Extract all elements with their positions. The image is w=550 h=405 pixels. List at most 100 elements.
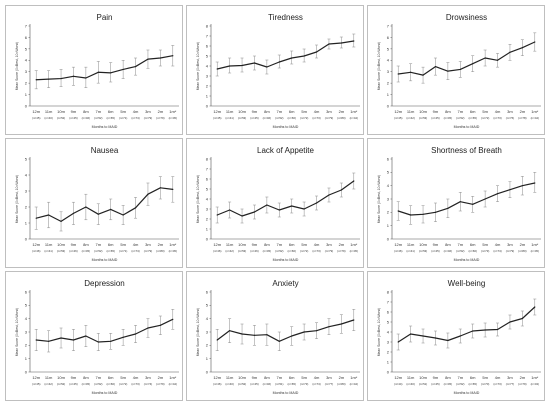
y-tick-label: 0	[206, 236, 209, 241]
data-point	[97, 341, 99, 343]
data-point	[159, 57, 161, 59]
x-tick-label: 5m	[482, 242, 488, 247]
x-tick-label: 6m	[470, 242, 476, 247]
data-point	[410, 71, 412, 73]
chart-svg: Nausea 0 1 2 3 4 5 Mean Score (0=Best, 10=Worst…	[15, 146, 179, 262]
data-point	[110, 208, 112, 210]
x-tick-label: 4m	[314, 109, 320, 114]
chart-svg: Well-being 0 1 2 3 4 5 6 7 8 Mean Score (0=Best, 1…	[377, 279, 541, 395]
data-point	[447, 70, 449, 72]
n-count-label: (n=79)	[144, 249, 152, 253]
chart-panel: Anxiety 0 1 2 3 4 5 6 Mean Score (0=Best, 10=Wor…	[186, 271, 364, 401]
x-tick-label: 11m	[226, 109, 234, 114]
x-axis-label: Months to MAID	[92, 391, 118, 395]
y-tick-label: 4	[206, 63, 209, 68]
data-point	[534, 182, 536, 184]
data-point	[278, 340, 280, 342]
x-tick-label: 12m	[213, 242, 221, 247]
n-count-label: (n=80)	[156, 249, 164, 253]
data-point	[422, 335, 424, 337]
y-tick-label: 1	[206, 356, 209, 361]
mean-line	[36, 187, 173, 223]
x-tick-label: 7m	[96, 242, 102, 247]
n-count-label: (n=44)	[169, 382, 177, 386]
chart-svg: Depression 0 1 2 3 4 5 6 Mean Score (0=Best, 10=…	[15, 279, 179, 395]
x-tick-label: 2m	[158, 109, 164, 114]
data-point	[266, 334, 268, 336]
x-tick-label: 8m	[83, 109, 89, 114]
n-count-label: (n=40)	[44, 116, 52, 120]
x-tick-label: 3m	[145, 109, 151, 114]
data-point	[509, 51, 511, 53]
data-point	[340, 42, 342, 44]
data-point	[328, 326, 330, 328]
n-count-label: (n=79)	[325, 249, 333, 253]
x-tick-label: 4m	[314, 375, 320, 380]
y-tick-label: 5	[206, 53, 209, 58]
data-point	[110, 340, 112, 342]
n-count-label: (n=51)	[419, 382, 427, 386]
n-count-label: (n=44)	[531, 116, 539, 120]
x-tick-label: 5m	[482, 109, 488, 114]
n-count-label: (n=46)	[82, 116, 90, 120]
x-axis-label: Months to MAID	[454, 125, 480, 129]
data-point	[72, 212, 75, 214]
data-point	[434, 337, 437, 339]
x-tick-label: 11m	[226, 375, 234, 380]
chart-panel: Lack of Appetite 0 1 2 3 4 5 6 7 8 Mean Score (0=B…	[186, 138, 364, 268]
chart-title: Anxiety	[272, 279, 298, 288]
n-count-label: (n=52)	[94, 116, 102, 120]
n-count-label: (n=73)	[493, 382, 501, 386]
data-point	[496, 328, 499, 331]
data-point	[291, 205, 293, 207]
data-point	[303, 208, 305, 210]
data-point	[216, 339, 218, 341]
n-count-label: (n=45)	[250, 116, 258, 120]
n-count-label: (n=66)	[287, 249, 295, 253]
mean-line	[216, 180, 355, 217]
data-point	[484, 57, 486, 59]
data-point	[134, 65, 137, 68]
y-tick-label: 4	[387, 329, 390, 334]
x-tick-label: 4m	[314, 242, 320, 247]
x-tick-label: 5m	[301, 242, 307, 247]
data-point	[303, 331, 305, 333]
x-tick-label: 5m	[482, 375, 488, 380]
n-count-label: (n=42)	[406, 116, 414, 120]
x-tick-label: 2m	[520, 109, 526, 114]
data-point	[484, 198, 486, 200]
data-point	[278, 61, 280, 63]
x-tick-label: 6m	[289, 109, 295, 114]
y-tick-label: 4	[206, 316, 209, 321]
x-tick-label: 9m	[433, 109, 439, 114]
y-tick-label: 1	[387, 359, 390, 364]
y-tick-label: 3	[206, 73, 209, 78]
data-point	[521, 47, 523, 49]
data-point	[496, 59, 499, 61]
n-count-label: (n=52)	[57, 382, 65, 386]
data-point	[328, 194, 330, 196]
n-count-label: (n=46)	[444, 249, 452, 253]
data-point	[278, 209, 280, 211]
n-count-label: (n=78)	[518, 116, 526, 120]
y-tick-label: 1	[25, 92, 28, 97]
data-point	[122, 336, 124, 338]
n-count-label: (n=72)	[300, 116, 308, 120]
mean-line	[216, 319, 354, 342]
chart-title: Pain	[96, 13, 112, 22]
x-axis-label: Months to MAID	[454, 258, 480, 262]
data-point	[472, 330, 474, 332]
n-count-label: (n=52)	[275, 116, 283, 120]
data-point	[397, 341, 399, 343]
n-count-label: (n=44)	[350, 116, 358, 120]
n-count-label: (n=70)	[481, 382, 489, 386]
y-tick-label: 8	[206, 23, 209, 28]
data-point	[434, 65, 437, 68]
y-tick-label: 8	[206, 156, 209, 161]
y-tick-label: 5	[25, 303, 28, 308]
y-tick-label: 3	[387, 196, 390, 201]
n-count-label: (n=45)	[431, 382, 439, 386]
chart-panel: Shortness of Breath 0 1 2 3 4 5 6 Mean Score (0=…	[367, 138, 545, 268]
x-tick-label: 11m	[45, 375, 53, 380]
data-point	[229, 65, 231, 67]
